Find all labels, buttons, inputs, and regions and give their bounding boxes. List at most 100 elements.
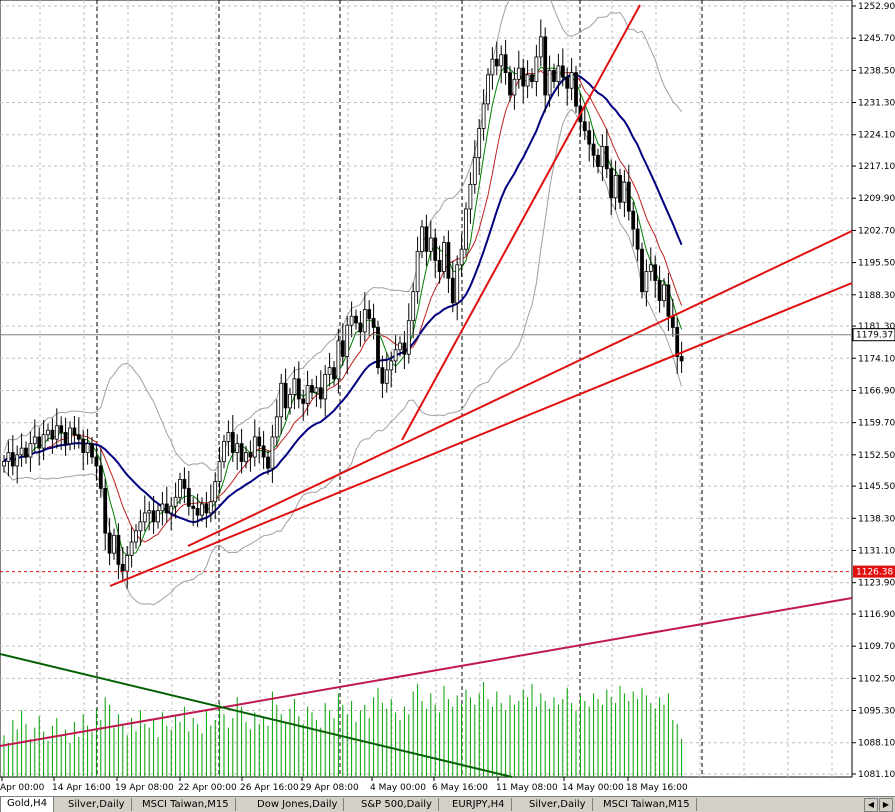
candle-body [433, 237, 438, 261]
trendline-down[interactable] [0, 653, 513, 778]
x-tick-label: 4 May 00:00 [370, 783, 426, 793]
candle-body [516, 67, 521, 80]
candle-body [503, 54, 508, 74]
tab-scroll-left-icon[interactable]: ◀ [864, 798, 878, 812]
tab-gold-h4[interactable]: Gold,H4 [0, 797, 55, 812]
candle-body [640, 248, 644, 293]
candle-body [103, 487, 108, 534]
candle-body [283, 382, 288, 409]
candle-body [173, 496, 178, 507]
trendline-steep[interactable] [401, 4, 641, 441]
x-tick-label: 14 May 00:00 [562, 783, 624, 793]
candle-body [587, 130, 592, 145]
y-tick-label: 1202.70 [858, 226, 895, 236]
price-label-bg [852, 328, 895, 342]
candle-body [59, 425, 64, 433]
candle-body [94, 456, 99, 467]
candle-body [98, 465, 103, 489]
candle-body [626, 181, 631, 212]
candle-body [327, 367, 332, 375]
trendline-support-1[interactable] [109, 282, 853, 587]
x-tick-label: 11 May 08:00 [496, 783, 558, 793]
candle-body [596, 154, 600, 167]
ma-slow [3, 73, 683, 524]
candle-body [90, 443, 94, 458]
candle-body [556, 65, 561, 82]
candle-body [376, 327, 380, 369]
candle-body [125, 555, 130, 572]
candle-body [393, 349, 398, 362]
candle-body [644, 271, 649, 293]
candle-body [318, 387, 323, 400]
candle-body [358, 322, 363, 333]
trendline-long[interactable] [0, 597, 853, 747]
x-tick-label: 22 Apr 00:00 [178, 783, 237, 793]
tab-eurjpy-h4[interactable]: EURJPY,H4 [446, 798, 512, 811]
candle-body [54, 425, 59, 440]
candle-body [635, 228, 640, 250]
candle-body [450, 277, 455, 304]
candle-body [446, 242, 451, 279]
candle-body [217, 461, 222, 483]
candle-body [107, 532, 112, 554]
candle-body [147, 510, 152, 514]
candle-body [261, 445, 266, 458]
candle-body [552, 69, 556, 82]
candle-body [437, 259, 442, 272]
candle-body [402, 342, 407, 355]
tab-msci-taiwan-m15-2[interactable]: MSCI Taiwan,M15 [597, 798, 697, 811]
y-tick-label: 1231.30 [858, 99, 895, 109]
candle-body [112, 534, 116, 554]
candle-body [323, 373, 328, 400]
candle-body [160, 503, 165, 512]
tab-silver-daily-2[interactable]: Silver,Daily [523, 798, 593, 811]
candle-body [547, 69, 552, 96]
candle-body [582, 121, 587, 132]
candle-body [420, 226, 424, 252]
candle-body [72, 427, 77, 436]
candle-body [662, 284, 666, 301]
candle-body [50, 429, 55, 440]
candle-body [156, 510, 160, 523]
candle-body [600, 145, 605, 167]
tab-silver-daily[interactable]: Silver,Daily [62, 798, 132, 811]
candle-body [560, 65, 565, 78]
price-markers: 1126.38 1179.37 [0, 328, 895, 578]
candle-body [248, 452, 253, 458]
y-tick-label: 1081.10 [858, 770, 895, 780]
candle-body [332, 367, 336, 380]
tab-dow-jones-daily[interactable]: Dow Jones,Daily [251, 798, 345, 811]
candle-body [81, 438, 86, 453]
candle-body [384, 369, 389, 384]
y-tick-label: 1238.50 [858, 66, 895, 76]
tab-msci-taiwan-m15[interactable]: MSCI Taiwan,M15 [136, 798, 236, 811]
y-tick-label: 1252.90 [858, 2, 895, 12]
y-tick-label: 1217.10 [858, 162, 895, 172]
y-tick-label: 1095.30 [858, 707, 895, 717]
candle-body [538, 36, 543, 58]
candle-body [481, 103, 486, 129]
candle-body [464, 208, 468, 250]
trendline-support-2[interactable] [187, 230, 853, 547]
candle-body [494, 58, 499, 67]
tab-sp500-daily[interactable]: S&P 500,Daily [355, 798, 439, 811]
candle-body [648, 264, 653, 272]
trendlines[interactable] [0, 4, 853, 778]
candle-body [235, 443, 240, 453]
candle-body [442, 242, 446, 272]
candle-body [455, 264, 460, 304]
y-tick-label: 1131.10 [858, 546, 895, 556]
candle-body [371, 318, 376, 328]
candle-body [195, 508, 200, 516]
candle-body [274, 416, 279, 438]
level-label-bg [853, 565, 895, 578]
x-tick-label: 29 Apr 08:00 [300, 783, 359, 793]
candle-body [270, 436, 275, 469]
candle-body [490, 58, 495, 76]
candle-body [604, 145, 609, 170]
candles [2, 19, 684, 589]
candle-body [208, 501, 213, 514]
candle-body [679, 356, 684, 362]
tab-scroll-right-icon[interactable]: ▶ [879, 798, 893, 812]
